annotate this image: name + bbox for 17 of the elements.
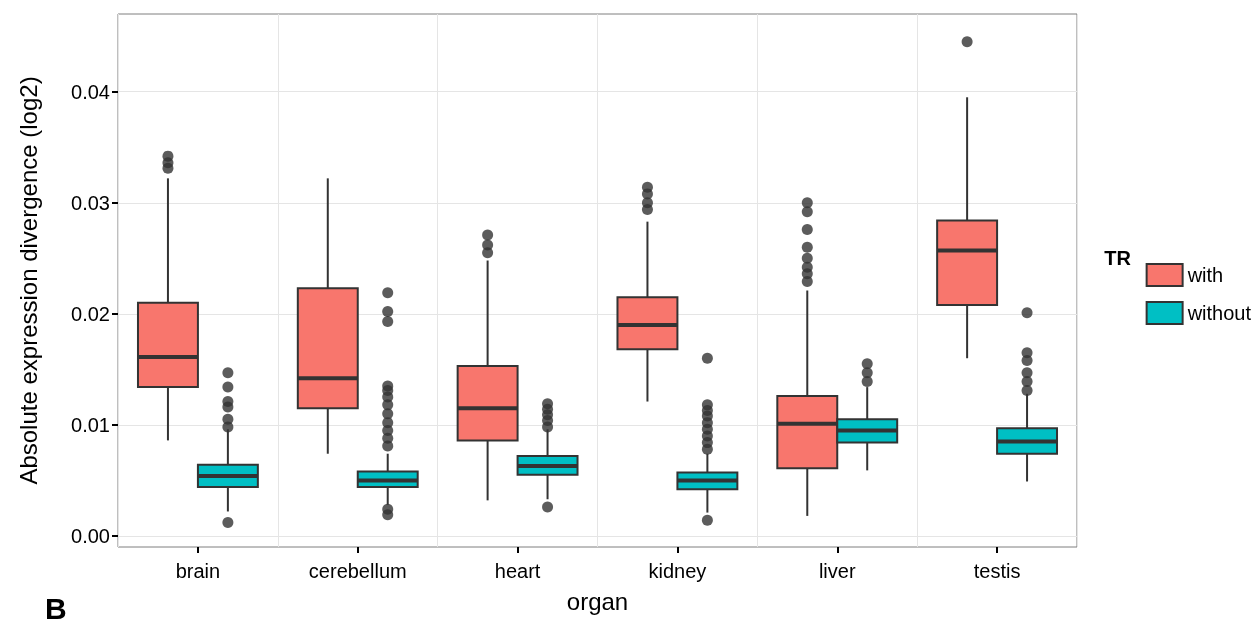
y-tick-label: 0.02 xyxy=(71,302,110,325)
legend-label: without xyxy=(1186,302,1252,324)
x-tick-label: kidney xyxy=(648,560,707,582)
y-axis-title: Absolute expression divergence (log2) xyxy=(14,76,42,485)
y-tick-label: 0.03 xyxy=(71,191,110,214)
x-tick-label: liver xyxy=(818,560,856,582)
legend-title: TR xyxy=(1104,247,1132,269)
legend-label: with xyxy=(1186,264,1224,286)
x-tick-label: testis xyxy=(973,560,1021,582)
y-tick-label: 0.04 xyxy=(71,80,110,103)
y-tick-label: 0.01 xyxy=(71,413,110,436)
y-tick-label: 0.00 xyxy=(71,524,110,547)
text: B xyxy=(45,591,67,625)
x-tick-label: cerebellum xyxy=(308,560,407,582)
x-tick-label: heart xyxy=(494,560,541,582)
x-tick-label: brain xyxy=(175,560,221,582)
x-axis-title: organ xyxy=(566,587,629,615)
